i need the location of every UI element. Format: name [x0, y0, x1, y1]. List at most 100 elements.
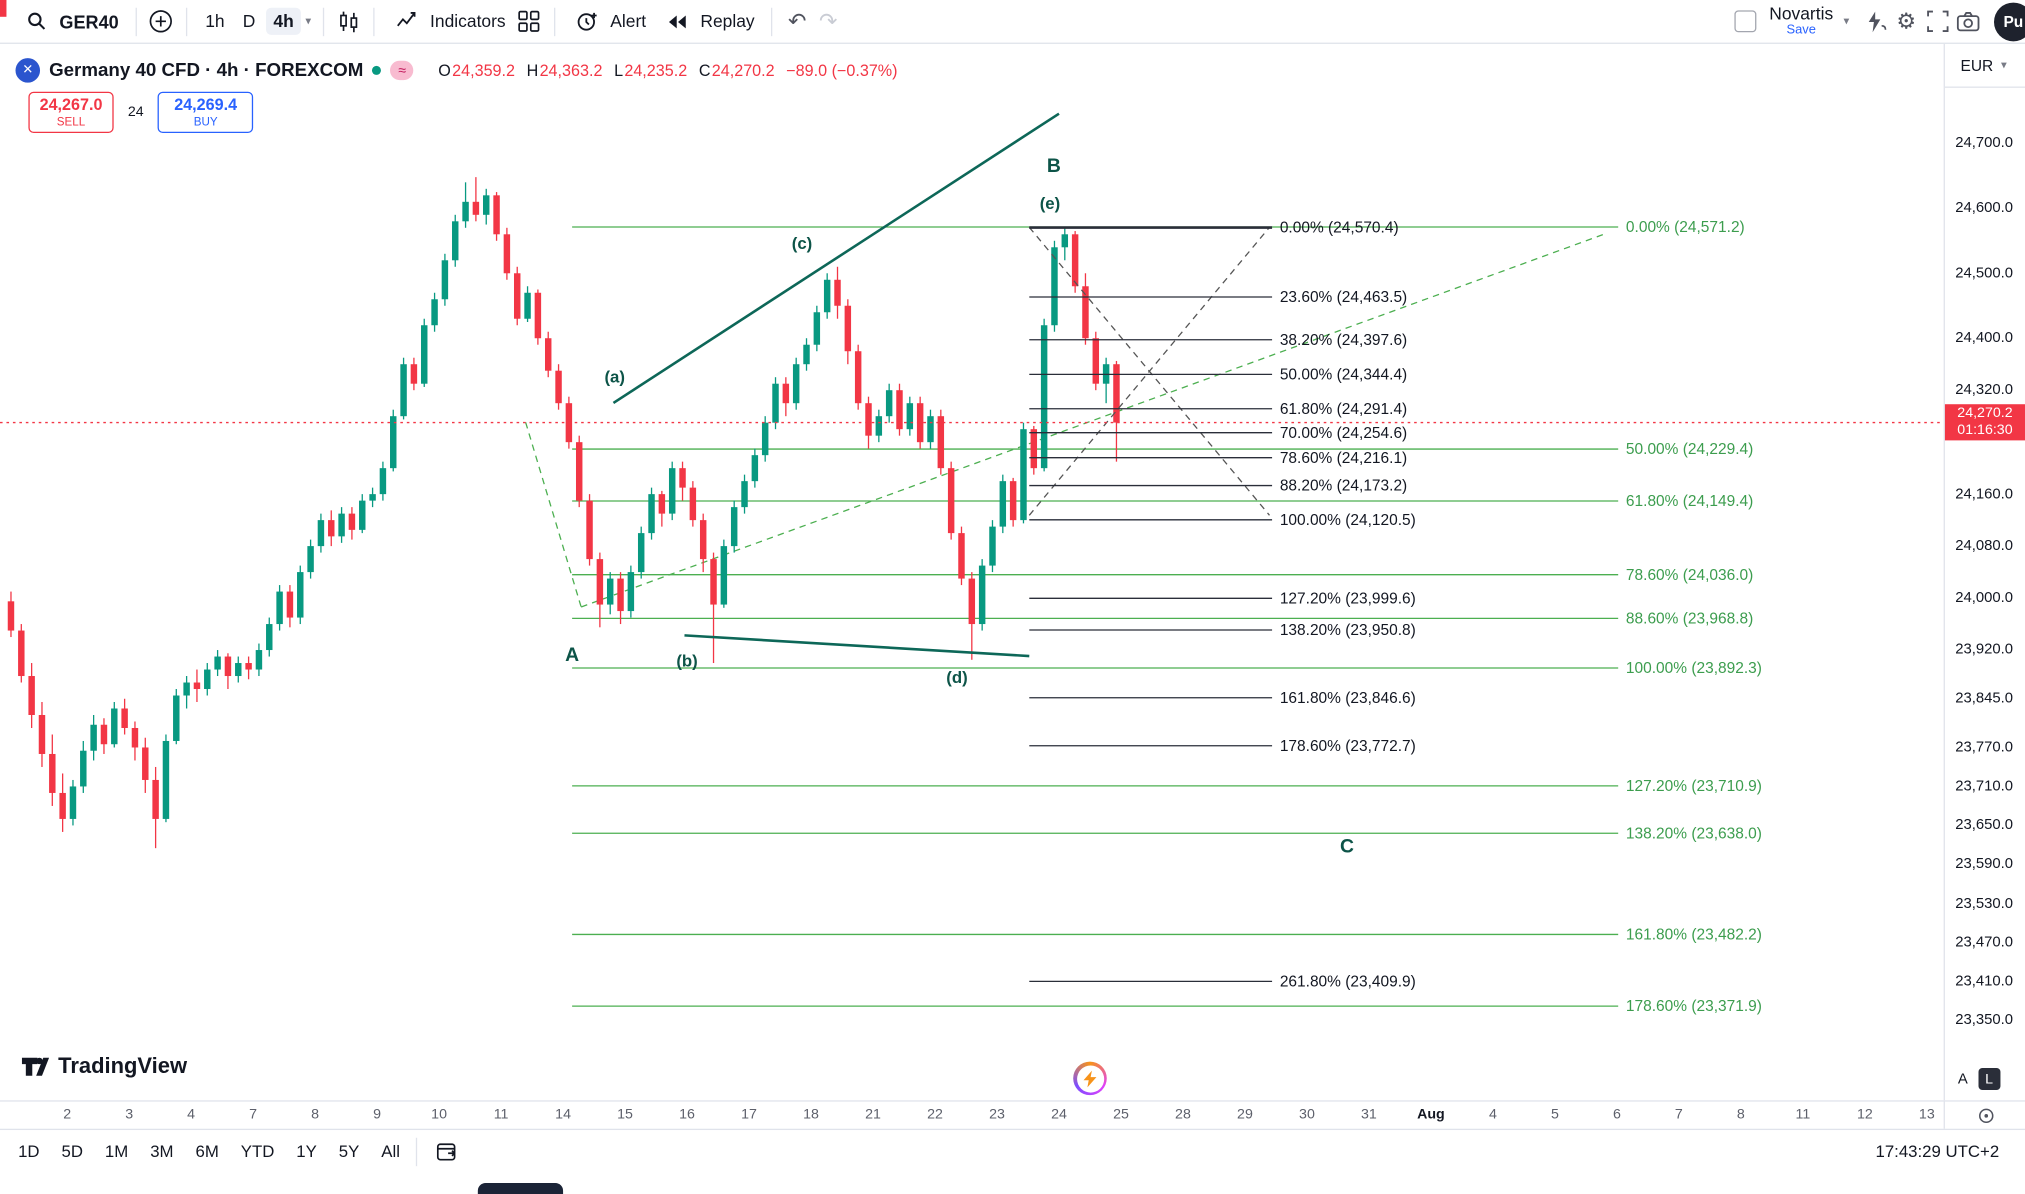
trend-line[interactable]	[612, 112, 1060, 405]
candle-body	[193, 682, 201, 690]
alert-label: Alert	[610, 11, 647, 31]
price-axis[interactable]: EUR ▾ 24,700.0 24,600.0 24,500.0 24,400.0 24…	[1943, 43, 2025, 1101]
candle-body	[369, 494, 376, 501]
layout-name-label: Novartis	[1769, 3, 1834, 23]
ohlc-values: O24,359.2 H24,363.2 L24,235.2 C24,270.2 …	[438, 61, 897, 79]
log-scale-button[interactable]: L	[1978, 1068, 2001, 1090]
interval-1h-button[interactable]: 1h	[205, 11, 225, 31]
buy-button[interactable]: 24,269.4 BUY	[157, 91, 254, 134]
data-approx-badge: ≈	[390, 60, 414, 81]
indicators-button[interactable]: Indicators	[384, 3, 514, 39]
candle-body	[400, 364, 407, 417]
candle-body	[968, 578, 976, 625]
redo-icon[interactable]: ↷	[819, 8, 838, 33]
time-tick-label: 10	[431, 1106, 448, 1123]
price-tick-label: 23,470.0	[1955, 934, 2014, 951]
elliott-wave-labels: A B C (a) (b) (c) (d) (e)	[565, 155, 1354, 858]
interval-menu-caret-icon[interactable]: ▾	[305, 14, 312, 28]
bar-countdown: 01:16:30	[1957, 422, 2013, 439]
trend-line[interactable]	[684, 634, 1030, 658]
candle-body	[18, 630, 25, 677]
target-icon[interactable]	[1977, 1107, 1995, 1125]
add-symbol-button[interactable]	[146, 3, 177, 39]
candle-body	[730, 507, 738, 547]
sell-button[interactable]: 24,267.0 SELL	[28, 91, 114, 134]
range-button-all[interactable]: All	[381, 1141, 400, 1162]
candle-body	[544, 338, 552, 371]
range-button-3m[interactable]: 3M	[150, 1141, 174, 1162]
candle-body	[772, 383, 779, 423]
auto-scale-label[interactable]: A	[1957, 1071, 1968, 1087]
range-button-5d[interactable]: 5D	[61, 1141, 83, 1162]
candle-body	[823, 279, 831, 313]
clock[interactable]: 17:43:29 UTC+2	[1875, 1141, 2000, 1162]
undo-icon[interactable]: ↶	[788, 8, 807, 33]
range-button-6m[interactable]: 6M	[195, 1141, 219, 1162]
fib-ext-label: 88.60% (23,968.8)	[1626, 611, 1753, 628]
wave-label: (e)	[1040, 194, 1061, 213]
candle-body	[720, 546, 728, 605]
currency-selector[interactable]: EUR ▾	[1944, 44, 2025, 88]
buy-price: 24,269.4	[174, 95, 238, 114]
price-tick-label: 23,920.0	[1955, 642, 2014, 658]
time-axis[interactable]: 2 3 4 7 8 9 10 11 14 15 16 17 18 21 22 23 24 25 28 29 30 31 Au…	[0, 1100, 1944, 1131]
publish-avatar-button[interactable]: Pu	[1993, 1, 2025, 41]
candle-body	[927, 416, 934, 443]
range-button-1d[interactable]: 1D	[18, 1141, 40, 1162]
replay-label: Replay	[700, 11, 755, 31]
time-tick-label: 24	[1051, 1106, 1067, 1123]
price-tick-label: 23,650.0	[1955, 817, 2014, 834]
fib-ext-label: 138.20% (23,638.0)	[1626, 825, 1762, 842]
symbol-search-button[interactable]: GER40	[13, 3, 127, 39]
layout-checkbox[interactable]	[1734, 10, 1757, 33]
candle-body	[689, 487, 697, 521]
sell-label: SELL	[56, 114, 86, 128]
alert-icon	[572, 3, 603, 39]
camera-icon[interactable]	[1953, 3, 1984, 39]
layout-name-button[interactable]: Novartis Save	[1769, 5, 1833, 38]
fullscreen-icon[interactable]	[1922, 3, 1953, 39]
reaction-button[interactable]	[1073, 1061, 1107, 1096]
search-icon	[21, 3, 52, 39]
fib-ext-label: 100.00% (23,892.3)	[1626, 660, 1762, 677]
quick-actions-icon[interactable]	[1860, 3, 1891, 39]
replay-button[interactable]: Replay	[654, 3, 763, 39]
price-tick-label: 24,400.0	[1955, 330, 2014, 346]
high-label: H	[526, 61, 539, 80]
fib-ext-label: 127.20% (23,710.9)	[1626, 778, 1762, 795]
range-button-1m[interactable]: 1M	[104, 1141, 129, 1162]
settings-gear-icon[interactable]: ⚙	[1896, 8, 1917, 33]
layout-menu-caret-icon[interactable]: ▾	[1843, 14, 1850, 28]
go-to-date-icon[interactable]	[432, 1133, 463, 1169]
fib-ext-label: 161.80% (23,482.2)	[1626, 927, 1762, 944]
time-tick-label: 8	[1736, 1106, 1745, 1123]
chart-style-button[interactable]	[333, 3, 364, 39]
price-tick-label: 24,320.0	[1955, 382, 2014, 398]
candle-body	[575, 442, 583, 501]
candle-body	[131, 727, 139, 748]
candle-body	[503, 234, 511, 274]
candle-body	[69, 786, 77, 819]
candle-body	[875, 416, 883, 436]
interval-4h-button[interactable]: 4h	[265, 7, 302, 35]
candle-body	[1113, 364, 1120, 423]
symbol-title[interactable]: Germany 40 CFD · 4h · FOREXCOM	[49, 60, 364, 81]
range-button-5y[interactable]: 5Y	[338, 1141, 360, 1162]
candle-body	[865, 403, 872, 436]
interval-d-button[interactable]: D	[242, 11, 256, 31]
price-tick-label: 24,080.0	[1955, 538, 2014, 554]
candle-body	[648, 494, 655, 534]
candle-body	[452, 221, 459, 261]
time-tick-label: 25	[1113, 1106, 1129, 1123]
range-button-ytd[interactable]: YTD	[240, 1141, 275, 1162]
candle-body	[359, 500, 366, 530]
price-tick-label: 23,410.0	[1955, 973, 2014, 990]
save-layout-button[interactable]: Save	[1786, 23, 1816, 38]
range-button-1y[interactable]: 1Y	[296, 1141, 317, 1162]
fib-level-label: 100.00% (24,120.5)	[1280, 512, 1416, 529]
candle-body	[441, 260, 449, 300]
alert-button[interactable]: Alert	[564, 3, 654, 39]
layout-grid-icon[interactable]	[513, 3, 544, 39]
time-tick-label: 5	[1550, 1106, 1559, 1123]
